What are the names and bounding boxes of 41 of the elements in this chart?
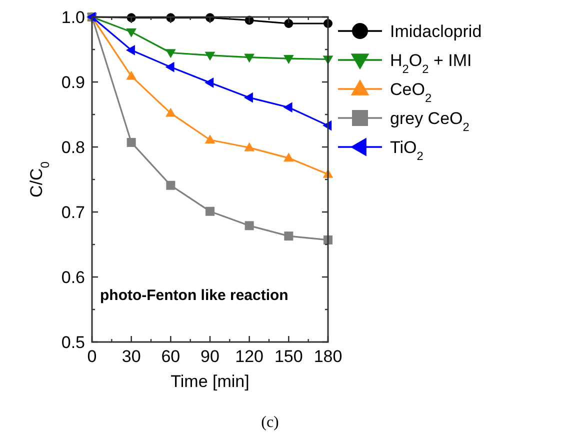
x-tick-label: 180 <box>314 347 342 366</box>
x-tick-label: 30 <box>122 347 141 366</box>
y-tick-label: 0.7 <box>61 203 85 222</box>
x-tick-label: 90 <box>200 347 220 366</box>
y-tick-label: 0.8 <box>61 138 85 157</box>
legend-label: Imidacloprid <box>390 22 482 41</box>
point <box>126 44 135 56</box>
point <box>204 77 214 88</box>
legend-label: CeO$_{2}$ <box>390 80 432 105</box>
point <box>204 52 216 61</box>
x-tick-label: 60 <box>161 347 180 366</box>
x-tick-label: 120 <box>235 347 264 366</box>
point <box>283 152 294 162</box>
point <box>244 92 253 103</box>
point <box>244 221 254 230</box>
point <box>165 62 174 72</box>
point <box>283 102 292 113</box>
point <box>284 232 294 241</box>
annotation: photo-Fenton like reaction <box>100 286 288 304</box>
text: (c) <box>261 414 279 431</box>
point <box>126 70 137 80</box>
x-tick-label: 0 <box>87 347 97 366</box>
legend-label: grey CeO$_{2}$ <box>390 109 470 134</box>
point <box>283 55 294 64</box>
point <box>165 108 176 117</box>
x-tick-label: 150 <box>274 347 303 366</box>
legend-label: H$_{2}$O$_{2}$ + IMI <box>390 51 472 76</box>
point <box>244 142 255 152</box>
x-axis-title: Time [min] <box>170 372 250 391</box>
point <box>204 134 216 144</box>
point <box>244 54 255 63</box>
point <box>126 138 136 147</box>
point <box>165 49 176 58</box>
point <box>206 206 214 216</box>
y-tick-label: 0.6 <box>61 268 85 287</box>
y-tick-label: 1.0 <box>61 8 85 27</box>
point <box>126 28 137 38</box>
y-tick-label: 0.9 <box>61 73 85 92</box>
legend-label: TiO$_{2}$ <box>390 138 424 163</box>
point <box>166 180 176 190</box>
y-tick-label: 0.5 <box>61 333 85 352</box>
